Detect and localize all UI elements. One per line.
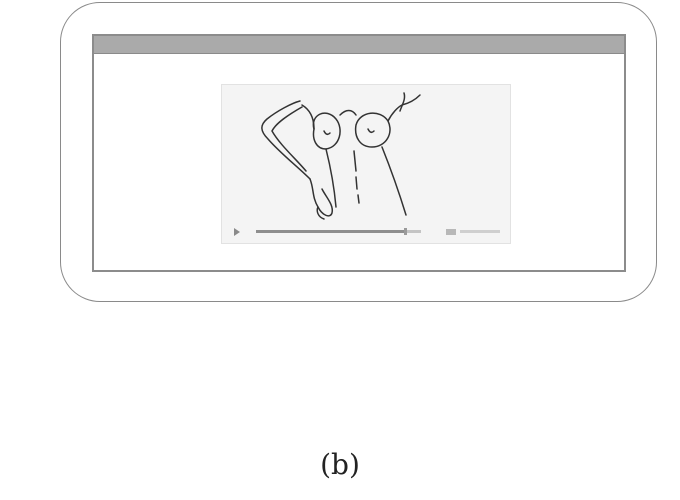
- torso-left: [325, 148, 337, 208]
- seek-bar[interactable]: [256, 228, 421, 235]
- raised-arm-lower: [271, 106, 307, 172]
- chest-right: [354, 112, 391, 148]
- seek-handle[interactable]: [404, 228, 407, 235]
- time-readout: [460, 230, 500, 233]
- chest-detail-left: [323, 130, 331, 136]
- window-title-bar[interactable]: [94, 36, 624, 54]
- chest-detail-right: [367, 128, 375, 134]
- center-line: [353, 150, 360, 204]
- torso-right: [381, 146, 407, 216]
- chest-left: [312, 112, 341, 150]
- neck-line: [339, 109, 357, 116]
- play-icon[interactable]: [234, 228, 240, 236]
- seek-progress: [256, 230, 405, 233]
- forearm: [309, 178, 334, 217]
- shoulder-left: [301, 104, 315, 130]
- volume-icon[interactable]: [446, 229, 456, 235]
- figure-caption: (b): [320, 448, 360, 481]
- raised-arm-upper: [261, 100, 311, 180]
- video-frame-sketch: [261, 92, 421, 220]
- right-arm: [399, 92, 406, 112]
- video-player[interactable]: [221, 84, 511, 244]
- hand: [316, 206, 325, 220]
- player-controls: [228, 227, 504, 237]
